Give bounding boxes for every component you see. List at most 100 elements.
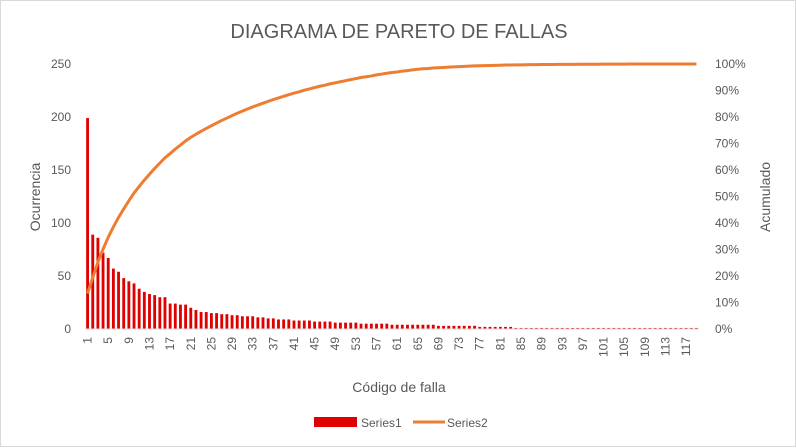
- bar: [586, 327, 590, 329]
- bar: [488, 326, 492, 329]
- legend-label-series1: Series1: [361, 416, 402, 430]
- bar: [493, 326, 497, 329]
- bar: [467, 325, 471, 329]
- y-tick-label: 50: [58, 269, 72, 283]
- x-tick-label: 61: [390, 337, 404, 351]
- bar: [555, 327, 559, 329]
- x-tick-label: 5: [101, 337, 115, 344]
- bar: [318, 321, 322, 329]
- bar: [426, 324, 430, 329]
- bar: [359, 323, 363, 329]
- bar: [194, 309, 198, 329]
- x-tick-label: 77: [473, 337, 487, 351]
- bar: [266, 318, 270, 329]
- bar: [591, 327, 595, 329]
- x-tick-label: 57: [370, 337, 384, 351]
- legend-label-series2: Series2: [447, 416, 488, 430]
- bar: [142, 291, 146, 329]
- bar: [277, 319, 280, 329]
- x-tick-label: 45: [308, 337, 322, 351]
- y2-tick-label: 60%: [715, 163, 739, 177]
- x-tick-label: 81: [493, 337, 507, 351]
- bar: [209, 313, 213, 329]
- x-tick-label: 69: [431, 337, 445, 351]
- bar: [235, 315, 239, 329]
- bar: [442, 325, 446, 329]
- bar: [478, 326, 482, 329]
- bar: [380, 323, 384, 329]
- bar: [612, 327, 616, 329]
- bar: [545, 327, 549, 329]
- bar: [437, 325, 440, 329]
- bar: [199, 312, 203, 329]
- series1-bars: [86, 118, 698, 329]
- bar: [246, 316, 249, 329]
- bar: [215, 313, 218, 329]
- x-tick-label: 21: [184, 337, 198, 351]
- bar: [483, 326, 487, 329]
- y2-tick-label: 0%: [715, 322, 733, 336]
- bar: [117, 271, 120, 329]
- bar: [230, 315, 234, 329]
- x-tick-label: 65: [411, 337, 425, 351]
- bar: [581, 327, 585, 329]
- bar: [173, 303, 177, 329]
- bar: [308, 320, 311, 329]
- right-axis-ticks: 0% 10% 20% 30% 40% 50% 60% 70% 80% 90% 100%: [715, 57, 746, 336]
- bar: [519, 327, 523, 329]
- x-tick-label: 1: [81, 337, 95, 344]
- bar: [390, 324, 394, 329]
- y2-tick-label: 50%: [715, 190, 739, 204]
- bar: [514, 327, 518, 329]
- bar: [364, 323, 368, 329]
- bar: [416, 324, 420, 329]
- series2-line: [86, 62, 697, 294]
- bar: [550, 327, 554, 329]
- y2-tick-label: 70%: [715, 137, 739, 151]
- x-tick-label: 101: [597, 337, 611, 357]
- y2-tick-label: 10%: [715, 296, 739, 310]
- bar: [684, 327, 688, 329]
- x-axis-ticks: 1 5 9 13 17 21 25 29 33 37 41 45 49 53 57 61 65 69 73 77 81 8…: [81, 337, 694, 357]
- bar: [421, 324, 425, 329]
- bar: [664, 327, 667, 329]
- bar: [658, 327, 662, 329]
- bar: [225, 314, 229, 329]
- x-tick-label: 113: [658, 337, 672, 356]
- bar: [344, 322, 347, 329]
- bar: [158, 297, 162, 329]
- x-tick-label: 17: [163, 337, 177, 351]
- bar: [524, 327, 528, 329]
- x-tick-label: 41: [287, 337, 301, 351]
- bar: [313, 321, 317, 329]
- bar: [653, 327, 657, 329]
- bar: [535, 327, 538, 329]
- chart-title: DIAGRAMA DE PARETO DE FALLAS: [230, 21, 567, 43]
- bar: [602, 327, 605, 329]
- y2-tick-label: 80%: [715, 110, 739, 124]
- x-tick-label: 29: [225, 337, 239, 351]
- bar: [431, 324, 435, 329]
- legend: Series1 Series2: [314, 416, 488, 430]
- x-tick-label: 109: [638, 337, 652, 357]
- bar: [148, 294, 151, 329]
- x-tick-label: 89: [535, 337, 549, 351]
- bar: [400, 324, 404, 329]
- bar: [111, 268, 115, 329]
- bar: [179, 304, 182, 329]
- y-tick-label: 200: [51, 110, 71, 124]
- bar: [633, 327, 636, 329]
- y2-tick-label: 40%: [715, 216, 739, 230]
- bar: [689, 327, 693, 329]
- bar: [189, 307, 193, 329]
- x-tick-label: 73: [452, 337, 466, 351]
- y2-axis-title: Acumulado: [757, 162, 773, 232]
- bar: [204, 312, 208, 329]
- bar: [163, 297, 167, 329]
- bar: [220, 314, 224, 329]
- bar: [607, 327, 611, 329]
- x-tick-label: 85: [514, 337, 528, 351]
- bar: [669, 327, 673, 329]
- bar: [576, 327, 580, 329]
- bar: [596, 327, 600, 329]
